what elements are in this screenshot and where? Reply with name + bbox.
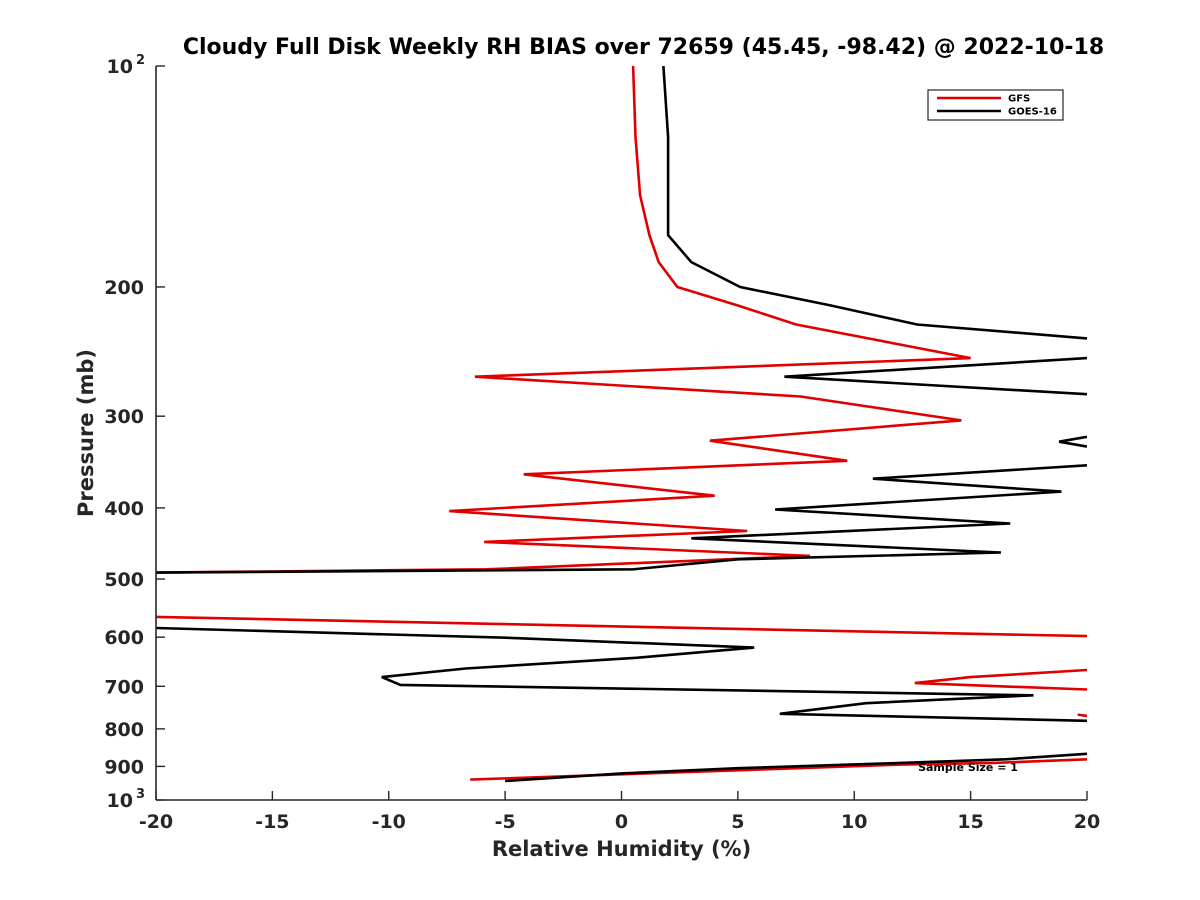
x-tick-label: -5 [495,811,516,833]
legend-box [927,89,1064,121]
y-tick-label: 10 [107,790,133,812]
series-line-segment [505,752,1087,783]
y-tick-label: 500 [104,569,144,591]
y-tick-label: 600 [104,627,144,649]
sample-size-annotation: Sample Size = 1 [918,761,1018,774]
series-line-segment [470,758,1087,781]
chart-title: Cloudy Full Disk Weekly RH BIAS over 726… [183,35,1104,60]
x-tick-label: -15 [255,811,289,833]
y-tick-label: 300 [104,406,144,428]
y-tick-label: 10 [107,56,133,78]
series-line-segment [784,356,1087,396]
y-tick-label: 800 [104,719,144,741]
y-tick-label: 700 [104,676,144,698]
series-line-segment [156,626,1087,723]
series-line-segment [662,66,1087,340]
x-tick-label: 15 [957,811,983,833]
y-tick-label: 900 [104,756,144,778]
x-tick-label: 5 [731,811,744,833]
y-axis-label: Pressure (mb) [74,349,98,517]
y-tick-label: 200 [104,277,144,299]
x-tick-label: 20 [1074,811,1100,833]
series-line-segment [914,668,1087,691]
series-line-segment [1077,713,1087,718]
series-line-segment [1058,435,1087,448]
series-line-segment [156,464,1087,574]
legend: GFS GOES-16 [927,89,1064,121]
plot-area-frame [156,66,1087,800]
series-line-segment [156,66,971,574]
series-line-segment [156,615,1087,638]
y-tick-exponent: 3 [136,787,145,802]
x-tick-label: 10 [841,811,867,833]
y-tick-exponent: 2 [136,53,145,68]
x-tick-label: 0 [615,811,628,833]
series-layer [156,66,1087,783]
x-tick-label: -20 [139,811,173,833]
legend-entry-label: GFS [1008,94,1030,105]
legend-entry-label: GOES-16 [1008,107,1057,118]
series-gfs [156,66,1087,781]
y-tick-label: 400 [104,498,144,520]
x-tick-label: -10 [372,811,406,833]
x-axis-label: Relative Humidity (%) [492,837,751,861]
series-goes-16 [156,66,1087,783]
